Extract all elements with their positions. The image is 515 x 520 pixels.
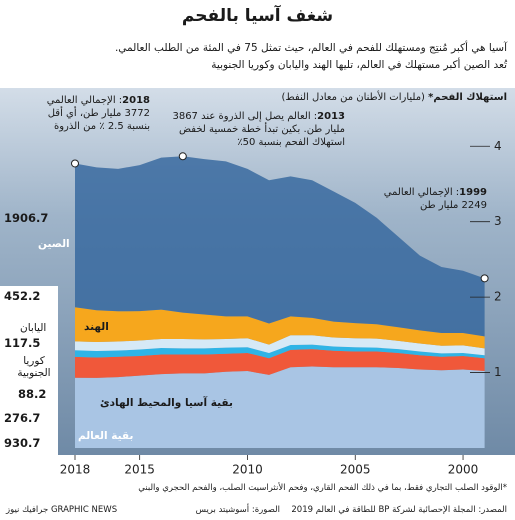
y-axis-title: استهلاك الفحم* xyxy=(428,92,507,103)
series-label: اليابان xyxy=(20,322,47,334)
x-tick-label: 2010 xyxy=(232,463,263,477)
annotation-text: مليار طن. بكين تبدأ خطة خمسية لخفض xyxy=(179,124,345,135)
series-label: كوريا الجنوبية xyxy=(17,355,51,379)
subtitle: آسيا هي أكبر مُنتِج ومستهلك للفحم في الع… xyxy=(114,42,507,54)
annotation: 2013: العالم يصل إلى الذروة عند 3867 مليا… xyxy=(172,110,345,149)
area xyxy=(75,344,485,359)
subtitle: تُعد الصين أكبر مستهلك في العالم، تليها … xyxy=(211,59,507,71)
annotation-text: استهلاك الفحم بنسبة 50٪ xyxy=(237,137,345,148)
area xyxy=(75,307,485,349)
annotation-line: استهلاك الفحم بنسبة 50٪ xyxy=(172,136,345,149)
chart-title: شغف آسيا بالفحم xyxy=(181,6,334,26)
value-label: 88.2 xyxy=(18,387,47,401)
x-tick-label: 2018 xyxy=(60,463,91,477)
annotation-line: 1999: الإجمالي العالمي xyxy=(384,186,487,199)
source: المصدر: المجلة الإحصائية لشركة BP للطاقة… xyxy=(291,505,507,515)
y-tick-label: 2 xyxy=(494,290,502,304)
y-axis-label: استهلاك الفحم* (مليارات الأطنان من معادل… xyxy=(282,92,507,103)
value-label: 276.7 xyxy=(4,411,41,425)
value-label: 930.7 xyxy=(4,436,41,450)
y-tick-label: 1 xyxy=(494,365,502,379)
x-tick-label: 2005 xyxy=(340,463,371,477)
series-label: الصين xyxy=(38,238,70,250)
area xyxy=(75,366,485,448)
y-tick-label: 3 xyxy=(494,214,502,228)
annotation-line: 2249 مليار طن xyxy=(384,199,487,212)
annotation-line: 2013: العالم يصل إلى الذروة عند 3867 xyxy=(172,110,345,123)
annotation-year: 1999 xyxy=(459,187,487,198)
annotation-text: 3772 مليار طن، أي أقل xyxy=(47,108,150,119)
annotation-year: 2013 xyxy=(317,111,345,122)
annotation-year: 2018 xyxy=(122,95,150,106)
annotation-dot xyxy=(178,152,187,161)
annotation-text: : الإجمالي العالمي xyxy=(46,95,123,106)
annotation-line: مليار طن. بكين تبدأ خطة خمسية لخفض xyxy=(172,123,345,136)
annotation-line: 3772 مليار طن، أي أقل xyxy=(47,107,150,120)
area xyxy=(75,156,485,337)
annotation-line: بنسبة 2.5 ٪ من الذروة xyxy=(47,120,150,133)
value-label: 117.5 xyxy=(4,336,41,350)
value-label: 452.2 xyxy=(4,289,41,303)
value-label: 1906.7 xyxy=(4,211,49,225)
area xyxy=(75,335,485,356)
annotation-text: : الإجمالي العالمي xyxy=(383,187,460,198)
series-label: بقية العالم xyxy=(78,430,134,442)
annotation-dot xyxy=(71,159,79,168)
y-tick-label: 4 xyxy=(494,139,502,153)
plot-area: 1 2 3 4 2018 2015 2010 2005 2000 xyxy=(60,139,502,477)
annotation: 2018: الإجمالي العالمي 3772 مليار طن، أي … xyxy=(47,94,150,133)
annotation: 1999: الإجمالي العالمي 2249 مليار طن xyxy=(384,186,487,212)
label-panel xyxy=(0,286,58,455)
credit: GRAPHIC NEWS جرافيك نيوز xyxy=(6,505,118,515)
footnote: *الوقود الصلب التجاري فقط، بما في ذلك ال… xyxy=(138,483,507,493)
photo-credit: الصورة: أسوشيتد بريس xyxy=(195,505,280,515)
area xyxy=(75,349,485,378)
x-tick-label: 2000 xyxy=(448,463,479,477)
annotation-text: 2249 مليار طن xyxy=(420,200,487,211)
series-label: بقية آسيا والمحيط الهادئ xyxy=(100,397,233,409)
annotation-text: : العالم يصل إلى الذروة عند 3867 xyxy=(172,111,318,122)
y-axis-unit: (مليارات الأطنان من معادل النفط) xyxy=(281,92,425,103)
annotation-text: بنسبة 2.5 ٪ من الذروة xyxy=(53,121,150,132)
annotation-dot xyxy=(480,274,489,283)
series-label: الهند xyxy=(84,321,109,333)
x-tick-label: 2015 xyxy=(124,463,155,477)
annotation-line: 2018: الإجمالي العالمي xyxy=(47,94,150,107)
